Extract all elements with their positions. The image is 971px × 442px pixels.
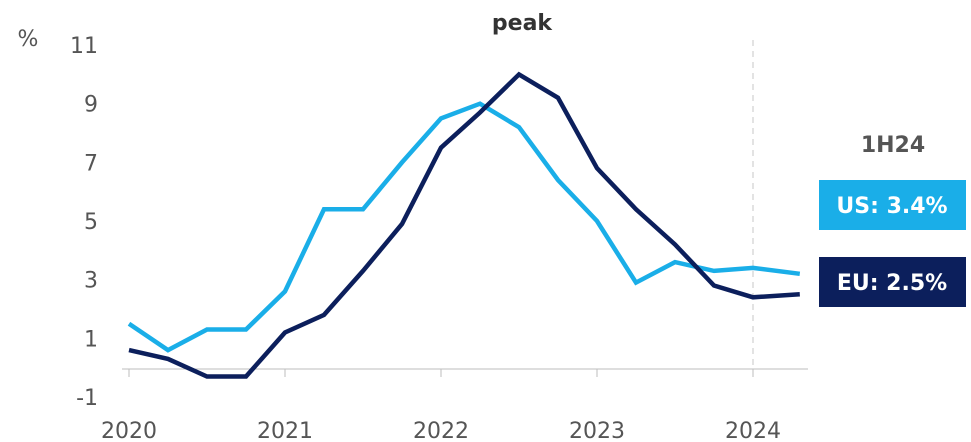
x-tick-label: 2021 <box>257 419 313 442</box>
x-tick-label: 2024 <box>725 419 781 442</box>
peak-annotation: peak <box>492 11 554 36</box>
x-tick-label: 2022 <box>413 419 469 442</box>
y-tick-label: 5 <box>84 210 98 235</box>
y-tick-label: 1 <box>84 327 98 352</box>
x-tick-label: 2020 <box>101 419 157 442</box>
y-axis-unit-label: % <box>18 27 39 52</box>
y-tick-label: -1 <box>76 386 98 411</box>
y-axis-ticks: 11 9 7 5 3 1 -1 <box>70 34 98 411</box>
end-label-us-text: US: 3.4% <box>836 194 947 219</box>
y-tick-label: 3 <box>84 269 98 294</box>
period-label: 1H24 <box>861 133 925 158</box>
series-line-eu <box>128 71 800 379</box>
series-line-us <box>127 101 801 353</box>
end-label-eu-box <box>819 257 966 307</box>
end-value-labels: US: 3.4% EU: 2.5% <box>819 180 966 307</box>
y-tick-label: 11 <box>70 34 98 59</box>
x-tick-label: 2023 <box>569 419 625 442</box>
y-tick-label: 9 <box>84 93 98 118</box>
end-label-us-box <box>819 180 966 230</box>
end-label-eu-text: EU: 2.5% <box>837 271 947 296</box>
x-axis: 2020 2021 2022 2023 2024 <box>101 368 808 442</box>
y-tick-label: 7 <box>84 151 98 176</box>
series-lines <box>127 71 801 379</box>
